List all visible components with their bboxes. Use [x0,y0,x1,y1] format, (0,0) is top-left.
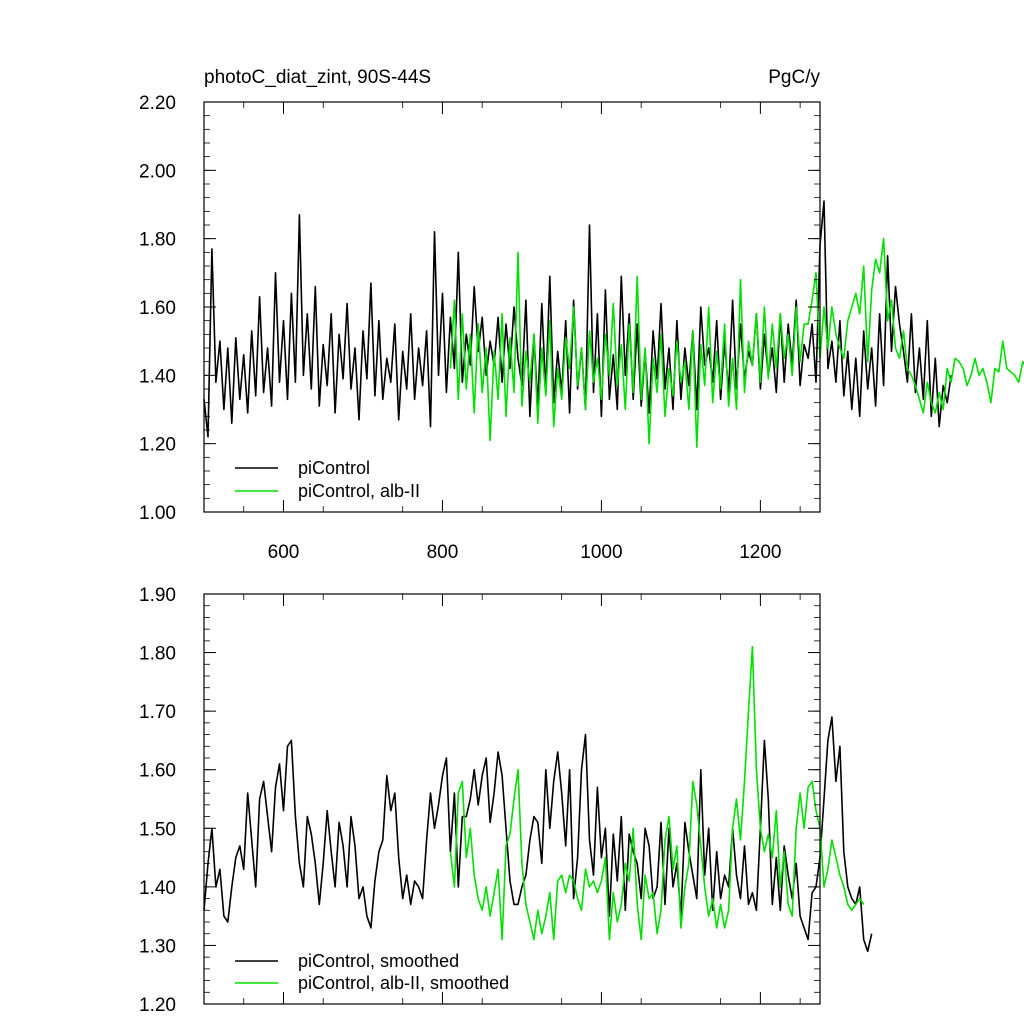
y-tick-label: 1.20 [139,995,176,1016]
y-tick-label: 1.30 [139,936,176,957]
y-tick-label: 1.00 [139,503,176,524]
y-tick-label: 1.90 [139,585,176,606]
x-tick-label: 1200 [739,542,781,563]
y-tick-label: 2.00 [139,161,176,182]
top-tick-layer: 1.00 1.20 1.40 1.60 1.80 2.00 2.20 600 800 1000 12… [139,93,820,563]
y-tick-label: 2.20 [139,93,176,114]
series-line-picontrol-smoothed [203,716,873,953]
legend-label-alb-ii-smoothed: piControl, alb-II, smoothed [298,973,509,993]
series-line-picontrol-alb-ii [449,237,1024,448]
top-series-layer [203,200,1024,448]
bottom-legend: piControl, smoothed piControl, alb-II, s… [235,951,509,993]
top-title-right: PgC/y [768,67,820,88]
bottom-tick-layer: 1.20 1.30 1.40 1.50 1.60 1.70 1.80 1.90 [139,585,820,1016]
x-tick-label: 600 [268,542,300,563]
bottom-plot-frame [203,593,821,1005]
legend-label-picontrol-smoothed: piControl, smoothed [298,951,459,971]
y-tick-label: 1.50 [139,819,176,840]
y-tick-label: 1.70 [139,702,176,723]
y-tick-label: 1.60 [139,298,176,319]
y-tick-label: 1.80 [139,230,176,251]
top-legend: piControl piControl, alb-II [235,458,420,501]
series-line-picontrol-alb-ii-smoothed [449,645,865,941]
series-line-picontrol [203,200,952,438]
bottom-series-layer [203,645,873,953]
y-tick-label: 1.80 [139,644,176,665]
legend-label-picontrol: piControl [298,458,370,478]
legend-label-alb-ii: piControl, alb-II [298,481,420,501]
y-tick-label: 1.60 [139,761,176,782]
top-plot-frame [203,101,821,513]
x-tick-label: 800 [427,542,459,563]
top-panel: 1.00 1.20 1.40 1.60 1.80 2.00 2.20 600 800 1000 12… [139,67,1024,563]
y-tick-label: 1.40 [139,366,176,387]
x-tick-label: 1000 [580,542,622,563]
bottom-panel: 1.20 1.30 1.40 1.50 1.60 1.70 1.80 1.90 piContr… [139,585,873,1016]
y-tick-label: 1.40 [139,878,176,899]
y-tick-label: 1.20 [139,435,176,456]
top-title-left: photoC_diat_zint, 90S-44S [204,67,431,88]
